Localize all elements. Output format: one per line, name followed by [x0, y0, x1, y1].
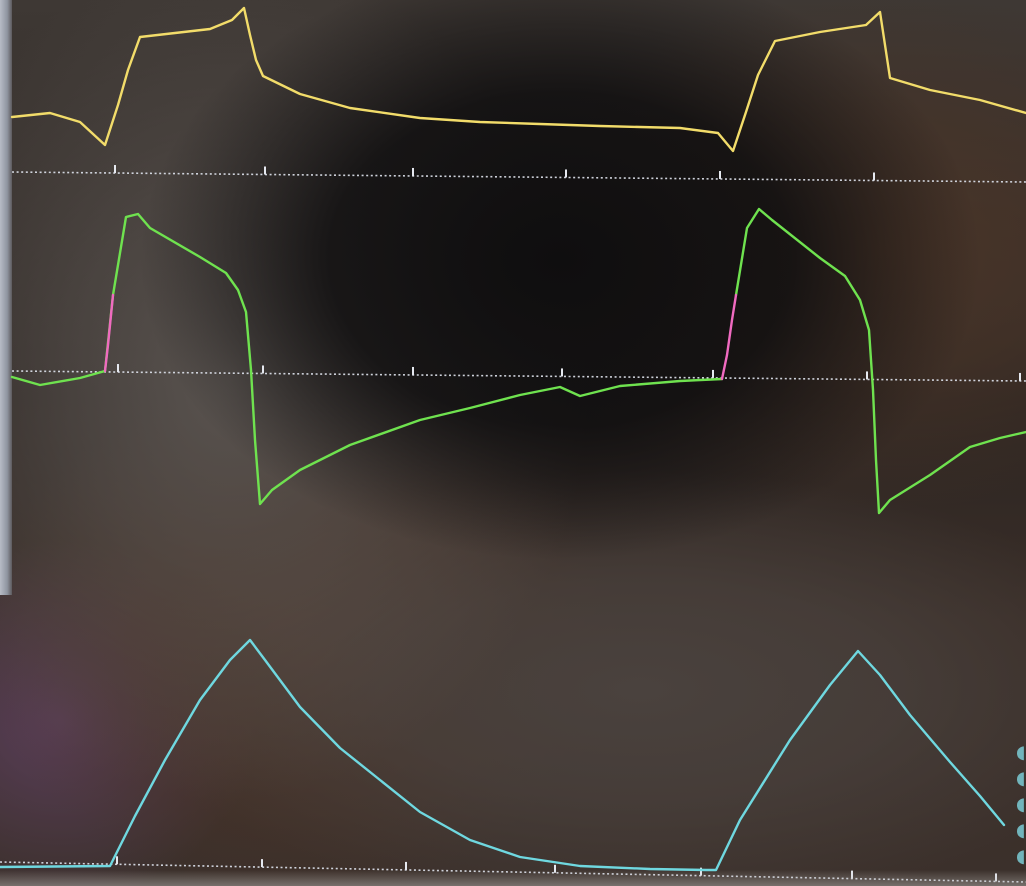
traces: [0, 6, 1026, 872]
flow-baseline: [11, 370, 1026, 382]
monitor-bezel: [0, 0, 12, 595]
flow-trace-left: [10, 212, 724, 506]
screen-glare: [0, 870, 1026, 886]
flow-trigger-right: [720, 293, 738, 381]
baselines: [0, 165, 1026, 883]
volume-baseline: [0, 861, 1026, 883]
cropped-edge-readout: ◖ ◖ ◖ ◖ ◖: [1016, 742, 1026, 867]
flow-trigger-left: [103, 293, 115, 373]
volume-trace: [0, 638, 1006, 872]
pressure-trace: [10, 6, 1026, 153]
pressure-baseline: [11, 171, 1026, 183]
flow-trace-right: [734, 207, 1026, 515]
